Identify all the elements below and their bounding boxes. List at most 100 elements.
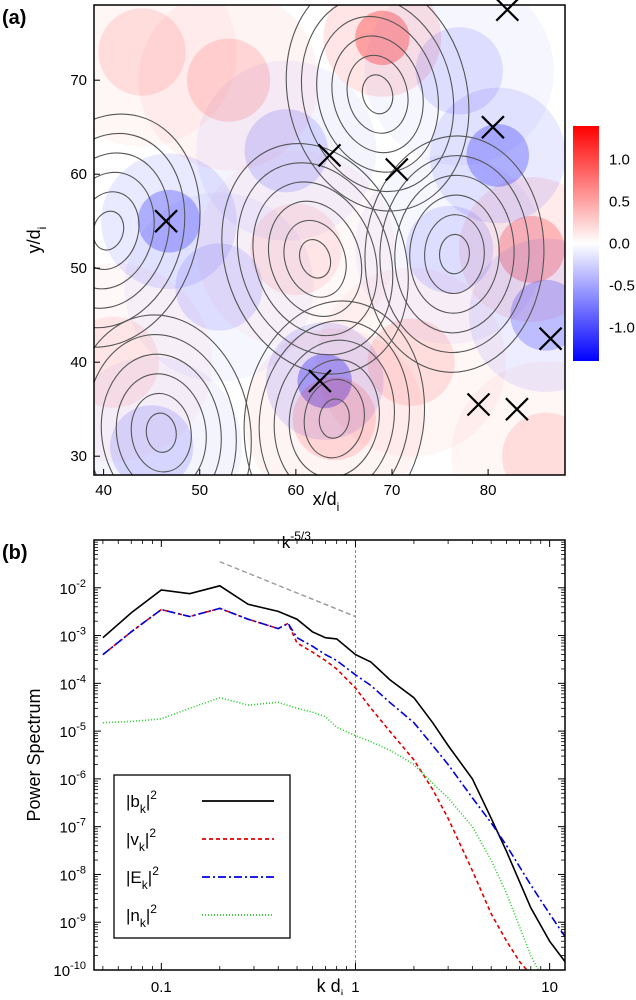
- legend-box: [113, 774, 291, 939]
- field-blob-halo: [469, 238, 565, 392]
- field-blob: [94, 316, 159, 408]
- panel-b-series-group: [102, 540, 565, 970]
- panel-a-xtick-label: 40: [95, 482, 112, 499]
- field-blob-halo: [459, 177, 565, 322]
- field-blob: [466, 124, 530, 187]
- field-blob-halo: [244, 328, 425, 475]
- panel-b-ytick-label: 10-8: [60, 864, 86, 884]
- x-point-marker: [385, 157, 409, 182]
- field-blob: [110, 405, 194, 475]
- panel-a-ylabel-sub: i: [35, 227, 49, 230]
- panel-a-ytick-label: 50: [70, 260, 87, 277]
- panel-b-xlabel: k di: [317, 976, 344, 995]
- field-line: [298, 239, 332, 279]
- field-line: [288, 359, 380, 475]
- panel-b-ytick-label: 10-9: [60, 912, 86, 932]
- panel-a-ylabel-main: y/d: [24, 229, 44, 253]
- panel-b-xtick-label: 1: [351, 979, 359, 995]
- panel-b-frame: [93, 539, 566, 971]
- field-line: [273, 339, 395, 475]
- field-line: [145, 412, 177, 453]
- field-line: [94, 171, 155, 290]
- panel-b-ytick-label: 10-5: [60, 721, 86, 741]
- panel-a-xtick-label: 50: [191, 482, 208, 499]
- panel-a-ylabel: y/di: [24, 227, 49, 254]
- reference-slope-line: [219, 561, 356, 618]
- field-line: [243, 300, 426, 475]
- field-blob: [367, 318, 455, 406]
- panel-a-xtick-label: 60: [288, 482, 305, 499]
- panel-a-xlabel-main: x/d: [313, 489, 337, 509]
- colorbar-tick-label: 0.0: [609, 236, 630, 253]
- field-line: [94, 314, 252, 475]
- legend-label: |vk|2: [126, 826, 156, 854]
- panel-a-ytick-label: 40: [70, 354, 87, 371]
- panel-a-xlabel-sub: i: [337, 500, 340, 514]
- field-line: [258, 320, 411, 475]
- field-line: [94, 132, 186, 329]
- panel-a-xtick-label: 70: [384, 482, 401, 499]
- panel-b-ytick-label: 10-2: [60, 578, 86, 598]
- panel-a-ytick-label: 60: [70, 166, 87, 183]
- field-blob-halo: [323, 5, 442, 97]
- legend-label: |nk|2: [126, 902, 157, 930]
- panel-b-xlabel-main: k d: [317, 976, 341, 995]
- field-line: [130, 392, 192, 473]
- series-line: [102, 607, 565, 938]
- field-line: [331, 35, 424, 154]
- field-blob: [292, 376, 376, 461]
- panel-a-ytick-label: 70: [70, 72, 87, 89]
- field-line: [94, 113, 201, 348]
- field-blob: [415, 27, 503, 115]
- panel-a-ytick-label: 30: [70, 448, 87, 465]
- field-blob: [497, 216, 565, 283]
- panel-a-label: (a): [2, 7, 26, 29]
- field-blob: [297, 353, 352, 409]
- field-line: [236, 162, 394, 356]
- series-line: [102, 607, 528, 970]
- panel-b-xlabel-sub: i: [341, 987, 344, 995]
- field-blob: [244, 109, 328, 193]
- panel-b-ytick-label: 10-7: [60, 817, 86, 837]
- panel-a-frame: [93, 4, 566, 476]
- field-line: [283, 219, 347, 298]
- x-point-marker: [154, 209, 178, 233]
- field-blob: [186, 38, 271, 122]
- panel-b-ytick-label: 10-3: [60, 626, 86, 646]
- field-blob-halo: [196, 60, 377, 241]
- field-line: [394, 174, 515, 334]
- panel-b-ytick-label: 10-4: [60, 673, 86, 693]
- field-line: [267, 200, 363, 317]
- field-blob-halo: [101, 153, 237, 290]
- panel-a-field: [94, 5, 565, 475]
- panel-a-xtick-label: 80: [480, 482, 497, 499]
- colorbar-tick-label: -0.5: [609, 277, 635, 294]
- field-line: [115, 373, 207, 475]
- field-line: [285, 5, 470, 212]
- field-line: [252, 181, 378, 337]
- panel-b-ylabel: Power Spectrum: [24, 688, 44, 821]
- x-point-marker: [538, 326, 563, 351]
- panel-b-plot: k-5/310-210-310-410-510-610-710-810-910-…: [53, 529, 566, 996]
- panel-a-xlabel: x/di: [313, 489, 340, 514]
- colorbar-tick-label: -1.0: [609, 319, 635, 336]
- field-line: [424, 214, 485, 295]
- x-point-marker: [505, 397, 529, 421]
- field-line: [318, 398, 350, 439]
- field-line: [303, 378, 365, 459]
- field-blob: [250, 203, 342, 296]
- x-point-marker: [481, 115, 505, 139]
- field-line: [94, 152, 171, 309]
- colorbar: 1.0 0.5 0.0 -0.5 -1.0: [573, 126, 635, 361]
- field-line: [346, 54, 409, 134]
- field-line: [361, 74, 394, 115]
- legend-label: |bk|2: [126, 788, 157, 816]
- colorbar-gradient: [573, 126, 599, 361]
- field-line: [300, 5, 455, 193]
- panel-b-xtick-label: 10: [541, 979, 558, 995]
- field-line: [379, 155, 530, 354]
- series-line: [102, 584, 565, 963]
- field-line: [438, 233, 470, 275]
- field-blob: [98, 8, 186, 96]
